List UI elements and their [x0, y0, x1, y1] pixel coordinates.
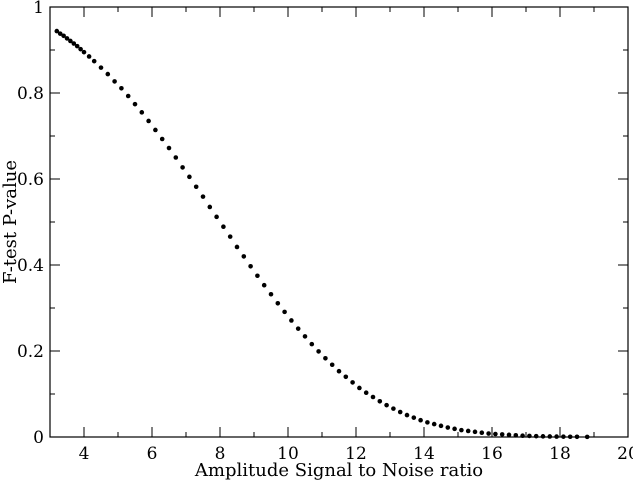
- data-point: [146, 118, 151, 124]
- data-point: [71, 41, 77, 46]
- data-point: [309, 341, 315, 347]
- data-point: [255, 273, 260, 279]
- y-tick-label: 0: [33, 428, 44, 448]
- data-point: [282, 309, 287, 315]
- data-point: [78, 46, 83, 52]
- data-point: [234, 244, 240, 250]
- data-point: [74, 43, 80, 49]
- x-tick-label: 16: [481, 444, 503, 464]
- x-tick-labels: 4 6 8 10 12 14 16 18 20: [79, 444, 633, 464]
- data-point: [499, 432, 505, 437]
- data-point: [533, 433, 539, 439]
- data-point: [486, 431, 491, 436]
- y-tick-label: 0.4: [17, 256, 44, 276]
- data-point: [81, 49, 87, 55]
- data-point: [105, 71, 111, 77]
- data-point: [86, 54, 92, 59]
- data-point: [363, 390, 369, 396]
- data-point: [459, 427, 464, 433]
- data-point: [431, 421, 437, 427]
- data-point: [139, 110, 145, 115]
- x-tick-label: 12: [345, 444, 367, 464]
- data-point: [214, 214, 219, 220]
- data-point: [493, 431, 498, 437]
- data-point: [132, 101, 138, 107]
- data-point: [302, 334, 308, 339]
- data-point: [227, 234, 233, 239]
- data-point: [289, 318, 294, 323]
- data-point: [119, 85, 124, 91]
- y-tick-label: 0.6: [17, 170, 44, 190]
- data-point: [166, 145, 172, 151]
- data-point: [268, 291, 274, 297]
- data-point: [350, 380, 355, 385]
- data-point: [125, 93, 131, 99]
- data-point: [68, 38, 73, 44]
- data-point: [391, 406, 396, 411]
- data-point: [64, 36, 70, 41]
- data-point: [295, 326, 301, 331]
- data-point: [465, 428, 471, 434]
- data-point: [159, 136, 165, 142]
- x-tick-label: 20: [617, 444, 633, 464]
- data-point: [91, 58, 97, 64]
- data-point: [316, 349, 321, 354]
- x-tick-label: 18: [549, 444, 571, 464]
- x-tick-label: 8: [215, 444, 226, 464]
- x-tick-label: 14: [413, 444, 435, 464]
- data-point: [221, 224, 226, 230]
- data-point: [445, 425, 451, 430]
- data-point: [241, 254, 247, 259]
- data-point: [54, 28, 60, 34]
- data-point: [343, 374, 349, 380]
- data-point: [411, 415, 417, 420]
- data-point: [472, 429, 478, 435]
- data-point: [479, 430, 485, 436]
- data-point: [193, 184, 199, 190]
- data-point: [207, 204, 213, 210]
- data-point: [200, 194, 206, 199]
- data-point: [248, 263, 253, 269]
- data-point: [506, 432, 512, 438]
- data-point: [61, 33, 66, 39]
- data-point: [418, 417, 423, 423]
- data-point: [404, 412, 410, 418]
- data-point: [153, 127, 158, 133]
- data-point: [261, 282, 267, 288]
- data-point: [98, 65, 104, 70]
- data-point: [540, 434, 546, 439]
- data-point: [329, 362, 335, 368]
- data-points: [54, 28, 590, 440]
- axis-ticks: [49, 6, 629, 438]
- y-tick-labels: 0 0.2 0.4 0.6 0.8 1: [17, 0, 44, 448]
- data-point: [180, 165, 185, 170]
- y-tick-label: 1: [33, 0, 44, 18]
- data-point: [112, 79, 117, 84]
- data-point: [438, 423, 444, 429]
- data-point: [384, 402, 389, 408]
- x-tick-label: 10: [277, 444, 299, 464]
- data-point: [173, 155, 179, 160]
- data-point: [357, 385, 362, 391]
- y-tick-label: 0.8: [17, 84, 44, 104]
- data-point: [370, 394, 376, 400]
- data-point: [323, 356, 328, 361]
- data-point: [452, 426, 457, 432]
- x-tick-label: 4: [79, 444, 90, 464]
- data-point: [57, 31, 63, 36]
- y-tick-label: 0.2: [17, 342, 44, 362]
- data-point: [397, 409, 403, 415]
- x-axis-title: Amplitude Signal to Noise ratio: [194, 460, 483, 481]
- data-point: [187, 174, 192, 180]
- y-axis-title: F-test P-value: [0, 160, 21, 284]
- data-point: [275, 300, 281, 306]
- data-point: [377, 399, 383, 404]
- data-point: [425, 420, 430, 425]
- data-point: [336, 368, 342, 374]
- x-tick-label: 6: [147, 444, 158, 464]
